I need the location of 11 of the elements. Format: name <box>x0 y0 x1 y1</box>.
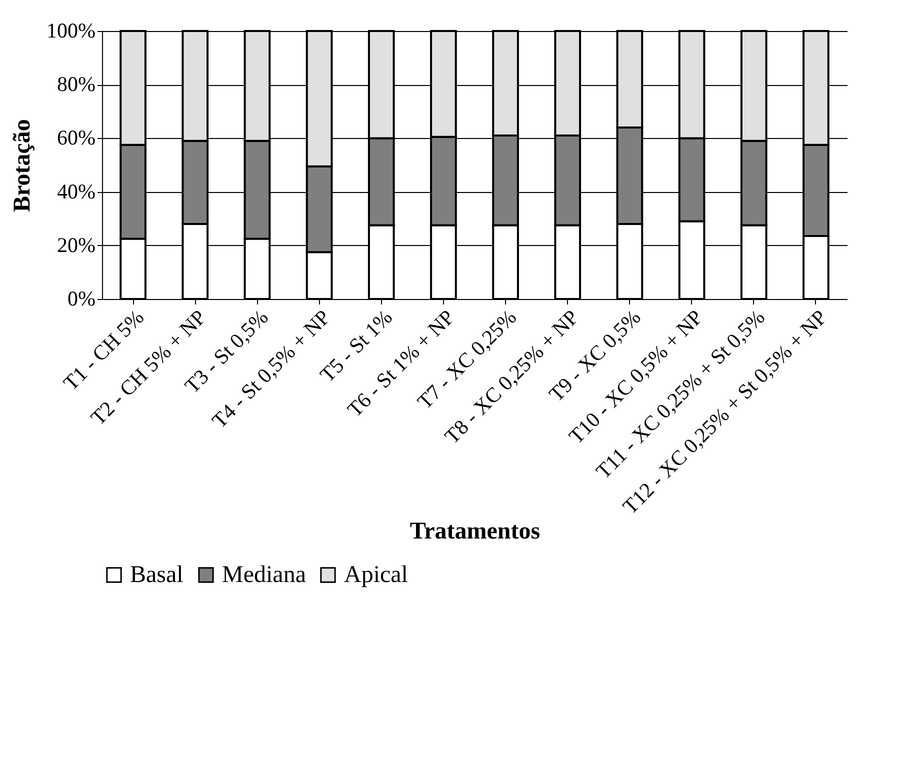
y-tick-label: 60% <box>57 126 96 150</box>
legend-label: Apical <box>344 562 408 588</box>
y-tick-label: 40% <box>57 179 96 204</box>
y-tick-label: 100% <box>46 18 96 42</box>
y-tick-label: 20% <box>57 232 96 257</box>
legend-label: Mediana <box>222 562 306 588</box>
x-axis-title: Tratamentos <box>410 518 540 544</box>
y-axis-title: Brotação <box>10 119 36 212</box>
legend-label: Basal <box>130 562 184 588</box>
y-tick-label: 0% <box>68 286 96 310</box>
y-tick-label: 80% <box>57 72 96 96</box>
